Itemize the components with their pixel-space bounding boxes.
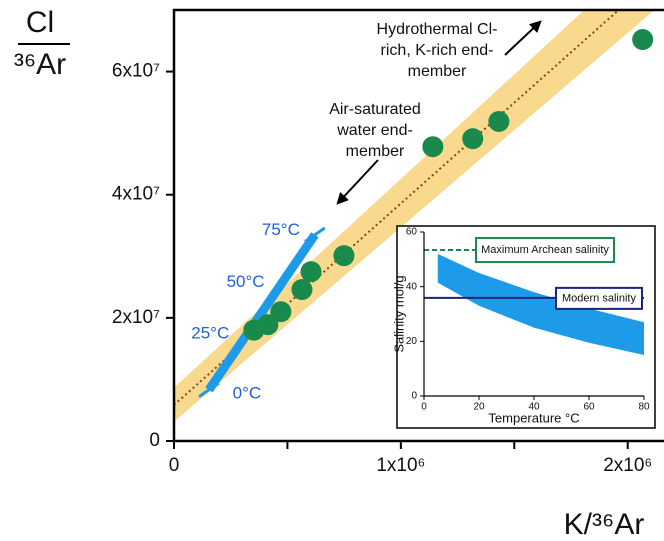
annotation: rich, K-rich end- <box>381 42 494 59</box>
inset-y-tick-label: 60 <box>406 227 418 238</box>
annotation: water end- <box>336 122 413 139</box>
x-tick-label: 2x10⁶ <box>603 455 652 476</box>
y-tick-label: 4x10⁷ <box>112 184 160 205</box>
annotation: member <box>346 143 405 160</box>
data-point <box>632 29 654 51</box>
data-point <box>300 261 322 283</box>
y-tick-label: 0 <box>149 430 160 451</box>
y-label-denominator: ³⁶Ar <box>14 48 66 81</box>
inset-y-tick-label: 20 <box>406 336 418 347</box>
data-point <box>270 301 292 323</box>
annotation: member <box>408 63 467 80</box>
y-tick-label: 6x10⁷ <box>112 61 160 82</box>
legend-box <box>555 286 643 310</box>
data-point <box>257 314 279 336</box>
temperature-label: 75°C <box>262 220 300 239</box>
y-tick-label: 2x10⁷ <box>112 307 160 328</box>
annotation: Air-saturated <box>329 101 421 118</box>
temperature-label: 50°C <box>227 272 265 291</box>
axis-frame <box>172 8 664 443</box>
x-tick-label: 1x10⁶ <box>376 455 425 476</box>
arrow <box>336 159 379 205</box>
annotation: Hydrothermal Cl- <box>377 21 498 38</box>
x-label: K/³⁶Ar <box>564 508 645 541</box>
temperature-tick <box>272 281 287 292</box>
data-point <box>462 128 484 150</box>
inset-y-label: Salinity mol/g <box>391 275 406 352</box>
temperature-label: 25°C <box>191 324 229 343</box>
arrow <box>504 20 542 56</box>
data-point <box>291 279 313 301</box>
temperature-tick <box>198 381 220 398</box>
data-point <box>488 110 510 132</box>
legend-box <box>475 237 615 264</box>
inset-x-label: Temperature °C <box>488 410 579 425</box>
y-label-numerator: Cl <box>26 6 54 39</box>
temperature-tick <box>304 226 326 243</box>
temperature-line <box>205 232 319 393</box>
salinity-band <box>437 253 644 355</box>
inset-x-tick-label: 20 <box>473 402 485 413</box>
inset-y-tick-label: 0 <box>411 391 417 402</box>
legend-label: Maximum Archean salinity <box>481 244 609 256</box>
legend-label: Modern salinity <box>562 292 636 304</box>
fit-line <box>174 10 620 406</box>
temperature-label: 0°C <box>233 383 262 402</box>
confidence-band <box>174 10 655 422</box>
plot-area <box>174 10 655 422</box>
data-point <box>333 245 355 267</box>
inset-y-tick-label: 40 <box>406 281 418 292</box>
x-tick-label: 0 <box>169 455 180 476</box>
inset-x-tick-label: 0 <box>421 402 427 413</box>
data-point <box>422 136 444 158</box>
inset-x-tick-label: 80 <box>638 402 650 413</box>
inset-x-tick-label: 60 <box>583 402 595 413</box>
inset-x-tick-label: 40 <box>528 402 540 413</box>
